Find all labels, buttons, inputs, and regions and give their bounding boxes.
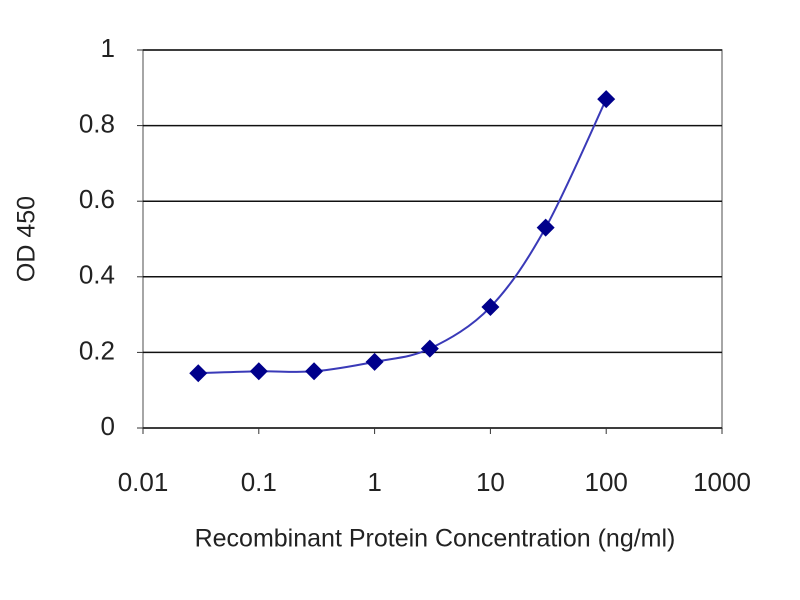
x-tick-label: 1 bbox=[367, 467, 381, 497]
data-point bbox=[536, 218, 555, 237]
x-tick-label: 1000 bbox=[693, 467, 751, 497]
y-tick-label: 0 bbox=[101, 411, 115, 441]
y-tick-label: 0.6 bbox=[79, 184, 115, 214]
data-point bbox=[420, 339, 439, 358]
y-axis-label: OD 450 bbox=[13, 196, 41, 282]
x-tick-label: 0.1 bbox=[241, 467, 277, 497]
data-point bbox=[597, 90, 616, 109]
y-tick-label: 0.2 bbox=[79, 335, 115, 365]
y-tick-label: 1 bbox=[101, 33, 115, 63]
x-axis-label: Recombinant Protein Concentration (ng/ml… bbox=[195, 525, 676, 553]
x-tick-label: 0.01 bbox=[118, 467, 169, 497]
y-tick-label: 0.4 bbox=[79, 260, 115, 290]
data-point bbox=[305, 362, 324, 381]
x-tick-label: 100 bbox=[585, 467, 628, 497]
data-point bbox=[481, 298, 500, 317]
data-point bbox=[249, 362, 268, 381]
data-point bbox=[365, 352, 384, 371]
data-point bbox=[189, 364, 208, 383]
y-tick-label: 0.8 bbox=[79, 108, 115, 138]
plot-area bbox=[142, 49, 723, 429]
x-tick-label: 10 bbox=[476, 467, 505, 497]
